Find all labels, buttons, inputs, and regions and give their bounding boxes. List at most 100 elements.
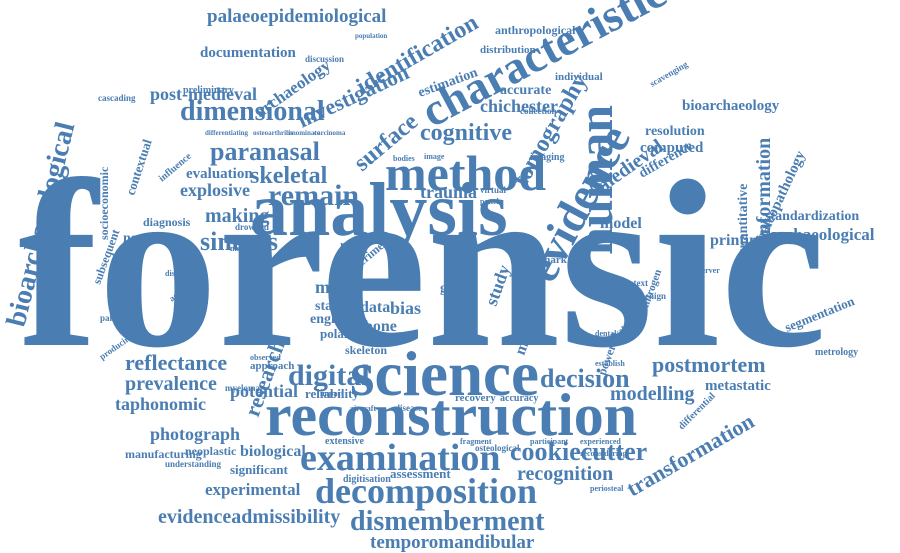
word: case [455, 271, 473, 282]
word: poland [320, 326, 359, 341]
word: postmortem [652, 352, 766, 377]
word: potential [230, 381, 298, 401]
word: reliability [305, 386, 359, 401]
word: population [355, 32, 387, 40]
word: metastatic [705, 378, 771, 394]
word: post-medieval [150, 84, 257, 104]
word: bioarchaeology [682, 98, 780, 114]
word: data [360, 299, 390, 316]
word: context [620, 278, 648, 288]
word: accurate [500, 83, 551, 98]
word: cookiecutter [510, 437, 647, 466]
word: panel [480, 197, 499, 206]
word: scavenging [648, 59, 690, 89]
word: recovery [455, 392, 496, 404]
word: distance [165, 269, 193, 278]
word: discussion [305, 54, 344, 64]
word: lesion [522, 315, 533, 340]
word: explosive [180, 180, 250, 200]
word: palaeoepidemiological [207, 6, 386, 27]
word: photograph [150, 424, 240, 444]
word: information [753, 138, 775, 240]
word: bone [364, 318, 397, 335]
word: status [315, 299, 351, 314]
word: archaeological [770, 225, 875, 244]
word: cognitive [420, 120, 512, 146]
word: manufacturing [125, 447, 202, 461]
word: observer [690, 266, 720, 275]
word: human [567, 105, 623, 255]
word: shark [540, 254, 568, 266]
word: innominate [286, 129, 320, 137]
word: fragment [460, 437, 492, 446]
word: chichester [480, 96, 558, 116]
word: impact [320, 389, 344, 398]
word: mortem [240, 256, 271, 266]
word: differentiating [205, 129, 249, 137]
word: understanding [165, 459, 222, 469]
word: recognition [517, 463, 613, 485]
word: dental [595, 329, 617, 338]
word: dismemberment [350, 506, 545, 537]
word: observed [250, 353, 281, 362]
word: evidenceadmissibility [158, 506, 340, 528]
word: gait [440, 281, 463, 296]
word: disease [395, 403, 422, 413]
word: model [600, 215, 642, 232]
word: bodies [393, 154, 415, 163]
word: participant [530, 437, 569, 446]
word: image [424, 152, 445, 161]
word: individual [555, 71, 603, 83]
word: computed [640, 140, 704, 156]
word: distribution [480, 44, 536, 56]
word: skeletal [250, 163, 328, 189]
word: remain [268, 179, 359, 212]
word: analysis [250, 168, 508, 252]
word: method [385, 145, 546, 201]
word: modelling [610, 383, 694, 405]
word: paleodiet [100, 313, 135, 323]
word: mark [315, 277, 357, 297]
word: digitisation [343, 474, 391, 485]
word: establish [595, 359, 625, 368]
word: paranasal [210, 137, 320, 166]
word: osteoarthritis [253, 129, 293, 137]
word: neoplasm [123, 231, 180, 246]
word: accuracy [500, 393, 538, 404]
word: dimensional [180, 96, 325, 127]
word: approach [250, 360, 294, 372]
word: trauma [420, 182, 477, 202]
word: preliminary [183, 85, 234, 96]
word: taphonomic [115, 394, 206, 414]
word: osteological [475, 443, 520, 453]
word: science [350, 339, 539, 409]
word: experienced [580, 437, 621, 446]
word: examination [300, 437, 501, 479]
word: neoplastic [185, 444, 237, 458]
word: documentation [200, 45, 296, 61]
word: england [310, 312, 358, 327]
word: imaging [530, 152, 564, 163]
word: cascading [98, 93, 136, 103]
word: benign [640, 291, 666, 301]
word: metrology [815, 347, 858, 358]
word: drowned [235, 222, 269, 232]
word: skeleton [345, 343, 387, 357]
word: aircraft [350, 404, 376, 413]
word: bias [390, 298, 421, 318]
word: temporomandibular [370, 532, 535, 553]
word: evaluation [186, 166, 253, 182]
word: sinuses [200, 227, 278, 256]
word: carcinoma [314, 129, 346, 137]
word: assessment [390, 466, 451, 481]
word: reflectance [125, 350, 227, 375]
word: decomposition [315, 471, 537, 511]
word: extensive [325, 436, 364, 447]
word: collection [520, 106, 557, 116]
word: digital [288, 359, 370, 392]
word: experimental [205, 480, 301, 499]
word: reconstruction [265, 382, 637, 448]
word: prevalence [125, 373, 217, 395]
word: significant [230, 462, 288, 477]
